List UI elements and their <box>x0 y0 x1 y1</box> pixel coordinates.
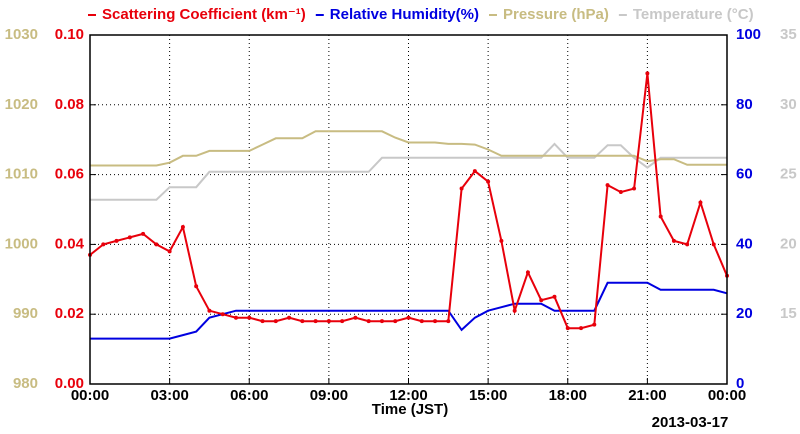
point <box>260 319 265 324</box>
point <box>273 319 278 324</box>
point <box>565 326 570 331</box>
point <box>459 186 464 191</box>
point <box>379 319 384 324</box>
point <box>446 319 451 324</box>
point <box>393 319 398 324</box>
y2-tick-label: 20 <box>736 305 753 322</box>
point <box>711 242 716 247</box>
date-label: 2013-03-17 <box>652 414 729 431</box>
point <box>287 315 292 320</box>
point <box>525 270 530 275</box>
legend-label: Relative Humidity(%) <box>330 6 479 23</box>
point <box>313 319 318 324</box>
x-tick-label: 18:00 <box>549 387 587 404</box>
y3-tick-label: 1030 <box>5 26 38 43</box>
x-tick-label: 09:00 <box>310 387 348 404</box>
point <box>141 231 146 236</box>
point <box>326 319 331 324</box>
point <box>618 190 623 195</box>
point <box>180 224 185 229</box>
x-tick-label: 00:00 <box>71 387 109 404</box>
y2-tick-label: 80 <box>736 96 753 113</box>
point <box>366 319 371 324</box>
x-tick-label: 15:00 <box>469 387 507 404</box>
x-axis-label: Time (JST) <box>372 401 448 418</box>
point <box>512 308 517 313</box>
legend: Scattering Coefficient (km⁻¹) Relative Hu… <box>88 6 754 23</box>
point <box>167 249 172 254</box>
y3-tick-label: 1020 <box>5 96 38 113</box>
point <box>698 200 703 205</box>
y2-tick-label: 40 <box>736 235 753 252</box>
point <box>247 315 252 320</box>
legend-label: Temperature (°C) <box>633 6 754 23</box>
x-tick-label: 21:00 <box>628 387 666 404</box>
y4-tick-label: 20 <box>780 235 797 252</box>
series-line <box>90 130 727 167</box>
point <box>340 319 345 324</box>
x-tick-label: 00:00 <box>708 387 746 404</box>
point <box>632 186 637 191</box>
y3-tick-label: 1010 <box>5 166 38 183</box>
plot-frame <box>89 34 728 385</box>
point <box>220 312 225 317</box>
y3-tick-label: 980 <box>13 375 38 392</box>
point <box>658 214 663 219</box>
point <box>539 298 544 303</box>
point <box>101 242 106 247</box>
y2-tick-label: 60 <box>736 166 753 183</box>
point <box>552 294 557 299</box>
y4-tick-label: 25 <box>780 166 797 183</box>
point <box>605 183 610 188</box>
point <box>685 242 690 247</box>
point <box>353 315 358 320</box>
series-line <box>90 281 728 340</box>
point <box>154 242 159 247</box>
point <box>645 71 650 76</box>
y2-tick-label: 0 <box>736 375 744 392</box>
y-tick-label: 0.08 <box>55 96 84 113</box>
y4-tick-label: 30 <box>780 96 797 113</box>
x-tick-label: 12:00 <box>389 387 427 404</box>
point <box>207 308 212 313</box>
y4-tick-label: 35 <box>780 26 797 43</box>
y3-tick-label: 1000 <box>5 235 38 252</box>
x-tick-label: 06:00 <box>230 387 268 404</box>
point <box>406 315 411 320</box>
y-tick-label: 0.02 <box>55 305 84 322</box>
y2-tick-label: 100 <box>736 26 761 43</box>
point <box>127 235 132 240</box>
point <box>671 238 676 243</box>
point <box>486 179 491 184</box>
y-tick-label: 0.04 <box>55 235 85 252</box>
point <box>472 169 477 174</box>
point <box>433 319 438 324</box>
point <box>114 238 119 243</box>
point <box>592 322 597 327</box>
point <box>419 319 424 324</box>
y-tick-label: 0.10 <box>55 26 84 43</box>
point <box>300 319 305 324</box>
point <box>579 326 584 331</box>
y4-tick-label: 15 <box>780 305 797 322</box>
series-line <box>90 142 727 201</box>
x-tick-label: 03:00 <box>150 387 188 404</box>
y-tick-label: 0.06 <box>55 166 84 183</box>
y3-tick-label: 990 <box>13 305 38 322</box>
legend-label: Pressure (hPa) <box>503 6 609 23</box>
legend-label: Scattering Coefficient (km⁻¹) <box>102 6 306 23</box>
point <box>194 284 199 289</box>
point <box>233 315 238 320</box>
y-tick-label: 0.00 <box>55 375 84 392</box>
point <box>499 238 504 243</box>
